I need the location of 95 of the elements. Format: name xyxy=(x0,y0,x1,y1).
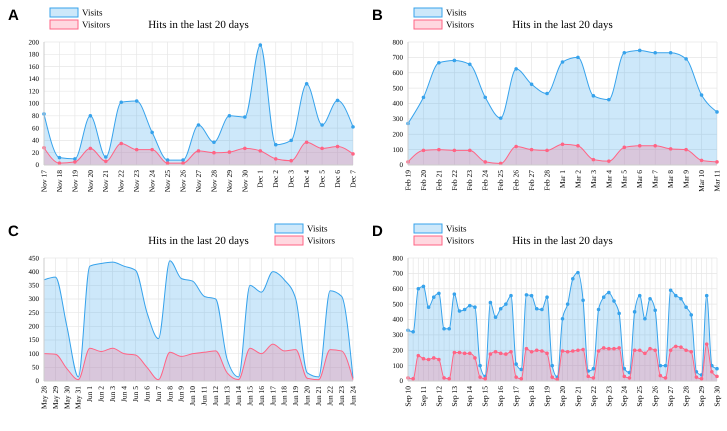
point xyxy=(653,144,657,148)
point xyxy=(483,160,488,164)
point xyxy=(134,99,138,103)
point xyxy=(304,82,308,86)
point xyxy=(289,158,293,162)
point xyxy=(668,147,672,151)
point xyxy=(437,60,441,65)
point xyxy=(530,82,534,86)
point xyxy=(196,123,200,127)
point xyxy=(258,149,262,153)
point xyxy=(351,125,355,129)
point xyxy=(422,148,426,152)
point xyxy=(212,140,216,144)
point xyxy=(468,148,472,152)
legend-label: Visitors xyxy=(446,19,474,30)
point xyxy=(166,161,170,165)
point xyxy=(104,160,108,164)
point xyxy=(119,100,124,104)
point xyxy=(104,155,108,159)
point xyxy=(684,148,688,152)
point xyxy=(607,98,611,102)
point xyxy=(73,157,77,161)
point xyxy=(304,140,308,144)
point xyxy=(150,148,154,152)
point xyxy=(336,144,340,148)
chart-title: Hits in the last 20 days xyxy=(512,19,613,31)
point xyxy=(700,158,704,162)
point xyxy=(228,114,232,118)
point xyxy=(715,110,719,114)
point xyxy=(468,62,472,66)
point xyxy=(530,148,534,152)
point xyxy=(437,148,441,152)
legend-label: Visitors xyxy=(82,19,110,30)
point xyxy=(545,148,549,152)
chart-title: Hits in the last 20 days xyxy=(512,235,613,247)
text: D xyxy=(372,223,383,240)
point xyxy=(274,157,278,161)
point xyxy=(514,67,518,71)
point xyxy=(58,156,62,160)
point xyxy=(514,144,518,148)
point xyxy=(560,142,564,146)
text: C xyxy=(8,223,19,240)
point xyxy=(289,138,293,142)
chart-title: Hits in the last 20 days xyxy=(148,19,249,31)
point xyxy=(243,115,247,119)
text: A xyxy=(8,7,19,24)
point xyxy=(88,146,92,150)
point xyxy=(684,57,688,61)
point xyxy=(452,148,456,152)
point xyxy=(622,50,626,55)
point xyxy=(181,161,185,165)
point xyxy=(545,92,549,96)
text: B xyxy=(372,7,383,24)
point xyxy=(668,50,672,55)
point xyxy=(320,123,324,127)
point xyxy=(320,146,324,150)
point xyxy=(73,160,77,164)
point xyxy=(58,161,62,165)
legend-label: Visits xyxy=(307,223,328,234)
chart-title: Hits in the last 20 days xyxy=(148,235,249,247)
point xyxy=(336,98,340,102)
point xyxy=(258,43,262,47)
legend-label: Visits xyxy=(446,223,467,234)
point xyxy=(592,158,596,162)
point xyxy=(653,50,657,55)
point xyxy=(134,148,138,152)
point xyxy=(243,146,247,150)
point xyxy=(638,144,642,148)
point xyxy=(212,150,216,154)
point xyxy=(638,48,642,52)
point xyxy=(181,158,185,162)
point xyxy=(715,160,719,164)
point xyxy=(228,150,232,154)
point xyxy=(576,144,580,148)
legend-label: Visitors xyxy=(446,235,474,246)
legend-label: Visitors xyxy=(307,235,336,246)
point xyxy=(576,56,580,60)
point xyxy=(88,114,92,118)
point xyxy=(196,149,200,153)
point xyxy=(351,152,355,156)
point xyxy=(622,146,626,150)
point xyxy=(560,60,564,64)
point xyxy=(422,96,426,100)
point xyxy=(150,130,154,134)
point xyxy=(498,116,502,120)
point xyxy=(592,94,596,98)
point xyxy=(274,142,278,146)
point xyxy=(166,158,170,162)
legend-label: Visits xyxy=(446,7,467,18)
point xyxy=(452,58,456,62)
legend-label: Visits xyxy=(82,7,103,18)
point xyxy=(700,93,704,97)
point xyxy=(483,96,488,100)
point xyxy=(119,142,124,146)
point xyxy=(607,159,611,163)
